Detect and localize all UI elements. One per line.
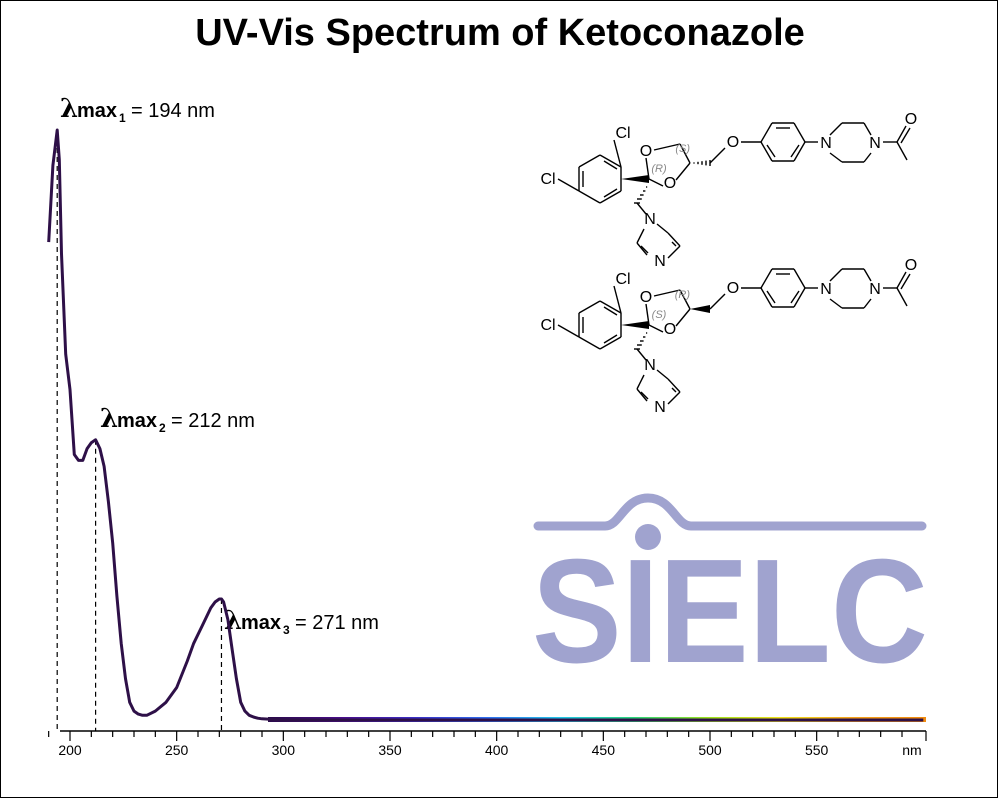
x-tick-label: 450	[592, 742, 616, 758]
atom-label: N	[820, 135, 832, 152]
atom-label: Cl	[540, 317, 555, 334]
atom-label: N	[869, 135, 881, 152]
stereo-label: (S)	[675, 143, 690, 155]
peak-label-max: max	[117, 410, 157, 432]
atom-label: N	[654, 399, 666, 416]
chart-title: UV-Vis Spectrum of Ketoconazole	[195, 12, 805, 54]
logo-text: SIELC	[532, 529, 928, 694]
x-tick-label: 300	[272, 742, 296, 758]
peak-label-max: max	[77, 100, 117, 122]
sielc-logo: SIELC	[532, 493, 928, 694]
peak-label-subscript: 2	[159, 421, 166, 435]
peak-label-value: = 271 nm	[295, 612, 379, 634]
peak-label-symbol: λ	[60, 94, 78, 124]
x-tick-label: 200	[58, 742, 82, 758]
stereo-label: (R)	[651, 163, 667, 175]
atom-label: N	[644, 211, 656, 228]
stereo-label: (S)	[652, 309, 667, 321]
atom-label: N	[644, 357, 656, 374]
x-tick-label: 550	[805, 742, 829, 758]
x-tick-label: 350	[378, 742, 402, 758]
atom-label: O	[664, 175, 676, 192]
atom-label: O	[664, 321, 676, 338]
atom-label: Cl	[615, 125, 630, 142]
atom-label: O	[640, 289, 652, 306]
spectrum-line	[47, 128, 924, 722]
x-tick-label: 400	[485, 742, 509, 758]
peak-label-value: = 194 nm	[131, 100, 215, 122]
peak-label-subscript: 1	[119, 111, 126, 125]
atom-label: O	[905, 111, 917, 128]
peak-label-value: = 212 nm	[171, 410, 255, 432]
atom-label: O	[905, 257, 917, 274]
atom-label: O	[640, 143, 652, 160]
atom-label: N	[654, 253, 666, 270]
peak-label-symbol: λ	[100, 404, 118, 434]
peak-label-max: max	[241, 612, 281, 634]
x-axis-label: nm	[902, 742, 921, 758]
x-tick-label: 500	[698, 742, 722, 758]
atom-label: Cl	[540, 171, 555, 188]
x-tick-label: 250	[165, 742, 189, 758]
stereo-label: (R)	[675, 289, 691, 301]
atom-label: O	[727, 134, 739, 151]
atom-label: N	[820, 281, 832, 298]
peak-label-subscript: 3	[283, 623, 290, 637]
x-axis-ticks: 200 250 300 350 400 450 500 550	[48, 731, 927, 758]
atom-label: Cl	[615, 271, 630, 288]
atom-label: O	[727, 280, 739, 297]
atom-label: N	[869, 281, 881, 298]
